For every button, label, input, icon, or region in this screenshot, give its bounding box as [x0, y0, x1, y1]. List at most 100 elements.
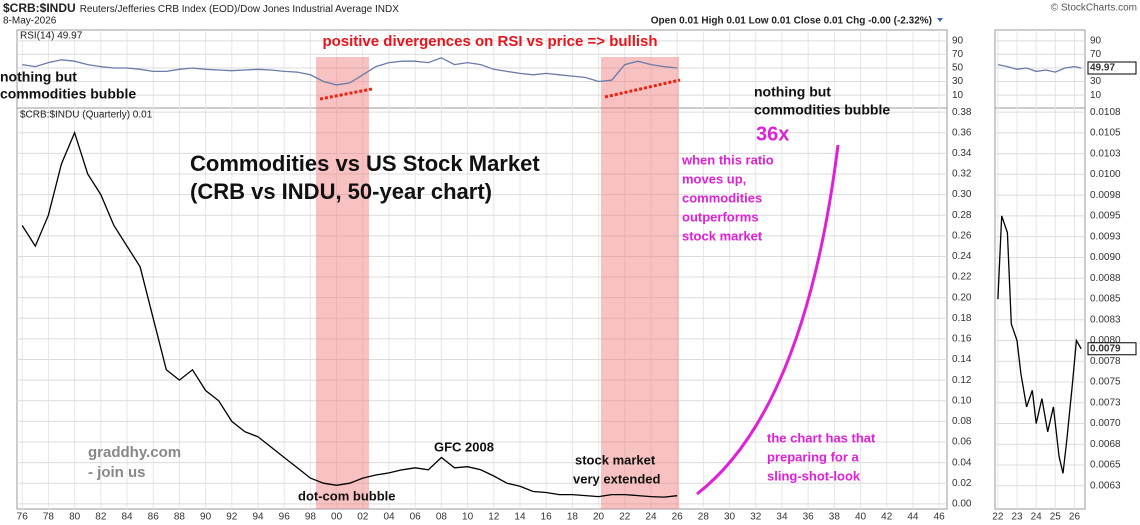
x-tick-label: 08 — [436, 512, 448, 523]
y-tick-label: 90 — [952, 35, 964, 46]
y-tick-label: 0.0090 — [1090, 252, 1121, 263]
y-tick-label: 0.08 — [952, 416, 972, 427]
y-tick-label: 0.18 — [952, 313, 972, 324]
y-tick-label: 10 — [952, 90, 964, 101]
annotation: stock market — [575, 452, 656, 467]
annotation: GFC 2008 — [434, 439, 494, 454]
x-tick-label: 40 — [855, 512, 867, 523]
annotation: commodities — [682, 190, 762, 205]
y-tick-label: 0.26 — [952, 230, 972, 241]
annotation: the chart has that — [767, 430, 876, 445]
x-tick-label: 96 — [279, 512, 291, 523]
x-tick-label: 24 — [1031, 512, 1043, 523]
y-tick-label: 0.0085 — [1090, 294, 1121, 305]
promo: - join us — [88, 464, 146, 481]
x-tick-label: 46 — [934, 512, 946, 523]
y-tick-label: 70 — [1090, 49, 1102, 60]
y-tick-label: 0.0098 — [1090, 190, 1121, 201]
x-tick-label: 06 — [410, 512, 422, 523]
y-tick-label: 0.0088 — [1090, 273, 1121, 284]
annotation: very extended — [573, 471, 660, 486]
annotation: 36x — [756, 123, 789, 145]
x-tick-label: 25 — [1050, 512, 1062, 523]
y-tick-label: 0.32 — [952, 169, 972, 180]
highlight-recent — [601, 57, 679, 509]
y-tick-label: 0.0103 — [1090, 148, 1121, 159]
y-tick-label: 0.36 — [952, 127, 972, 138]
x-tick-label: 22 — [619, 512, 631, 523]
y-tick-label: 0.14 — [952, 354, 972, 365]
annotation: preparing for a — [767, 449, 860, 464]
y-tick-label: 90 — [1090, 35, 1102, 46]
headline: Commodities vs US Stock Market — [190, 151, 540, 176]
decorations — [319, 18, 943, 496]
menu-arrow — [937, 18, 943, 22]
x-tick-label: 42 — [881, 512, 893, 523]
y-tick-label: 50 — [952, 63, 964, 74]
series-line — [21, 130, 678, 498]
rsi-title: RSI(14) 49.97 — [20, 31, 83, 42]
x-tick-label: 26 — [672, 512, 684, 523]
symbol: $CRB:$INDU — [3, 1, 76, 15]
current-value-box — [1087, 61, 1137, 75]
x-tick-label: 30 — [724, 512, 736, 523]
divergence-line — [319, 87, 373, 101]
x-tick-label: 38 — [829, 512, 841, 523]
y-tick-label: 0.10 — [952, 395, 972, 406]
x-tick-label: 82 — [95, 512, 107, 523]
headline: (CRB vs INDU, 50-year chart) — [190, 179, 492, 204]
x-tick-label: 92 — [226, 512, 238, 523]
x-tick-label: 28 — [698, 512, 710, 523]
y-tick-label: 0.0065 — [1090, 460, 1121, 471]
header-line: $CRB:$INDU Reuters/Jefferies CRB Index (E… — [3, 1, 399, 15]
annotation: nothing but — [754, 84, 831, 100]
series-line — [997, 63, 1082, 73]
x-tick-label: 14 — [514, 512, 526, 523]
date: 8-May-2026 — [3, 16, 57, 27]
annotation: sling-shot-look — [767, 468, 861, 483]
series-line — [22, 57, 678, 86]
highlights — [316, 57, 679, 509]
y-tick-label: 0.0070 — [1090, 418, 1121, 429]
y-tick-label: 0.0093 — [1090, 231, 1121, 242]
plots — [21, 57, 1082, 498]
series-line — [997, 215, 1082, 474]
promo: graddhy.com — [88, 444, 181, 461]
credit: © StockCharts.com — [1051, 3, 1137, 14]
x-tick-label: 20 — [593, 512, 605, 523]
y-tick-label: 0.0068 — [1090, 439, 1121, 450]
y-tick-label: 0.30 — [952, 189, 972, 200]
y-tick-label: 0.20 — [952, 292, 972, 303]
price-title: $CRB:$INDU (Quarterly) 0.01 — [20, 110, 153, 121]
y-tick-label: 0.28 — [952, 210, 972, 221]
x-tick-label: 18 — [567, 512, 579, 523]
y-tick-label: 0.34 — [952, 148, 972, 159]
y-tick-label: 0.04 — [952, 457, 972, 468]
x-tick-label: 23 — [1011, 512, 1023, 523]
y-tick-label: 0.0073 — [1090, 397, 1121, 408]
y-tick-label: 0.12 — [952, 375, 972, 386]
annotation: stock market — [682, 228, 763, 243]
x-tick-label: 00 — [331, 512, 343, 523]
x-tick-label: 36 — [803, 512, 815, 523]
x-tick-label: 80 — [69, 512, 81, 523]
y-tick-label: 0.0108 — [1090, 107, 1121, 118]
description: Reuters/Jefferies CRB Index (EOD)/Dow Jo… — [80, 4, 400, 15]
y-tick-label: 0.24 — [952, 251, 972, 262]
x-tick-label: 22 — [992, 512, 1004, 523]
rsi-panel-right — [994, 29, 1086, 109]
annotation: commodities bubble — [0, 86, 136, 102]
x-tick-label: 84 — [121, 512, 133, 523]
x-tick-label: 88 — [174, 512, 186, 523]
x-tick-label: 04 — [383, 512, 395, 523]
y-tick-label: 0.00 — [952, 498, 972, 509]
grid — [17, 30, 1085, 509]
x-tick-label: 98 — [305, 512, 317, 523]
x-tick-label: 78 — [43, 512, 55, 523]
x-tick-label: 16 — [541, 512, 553, 523]
x-tick-label: 02 — [357, 512, 369, 523]
x-tick-label: 76 — [17, 512, 29, 523]
y-tick-label: 0.0080 — [1090, 335, 1121, 346]
